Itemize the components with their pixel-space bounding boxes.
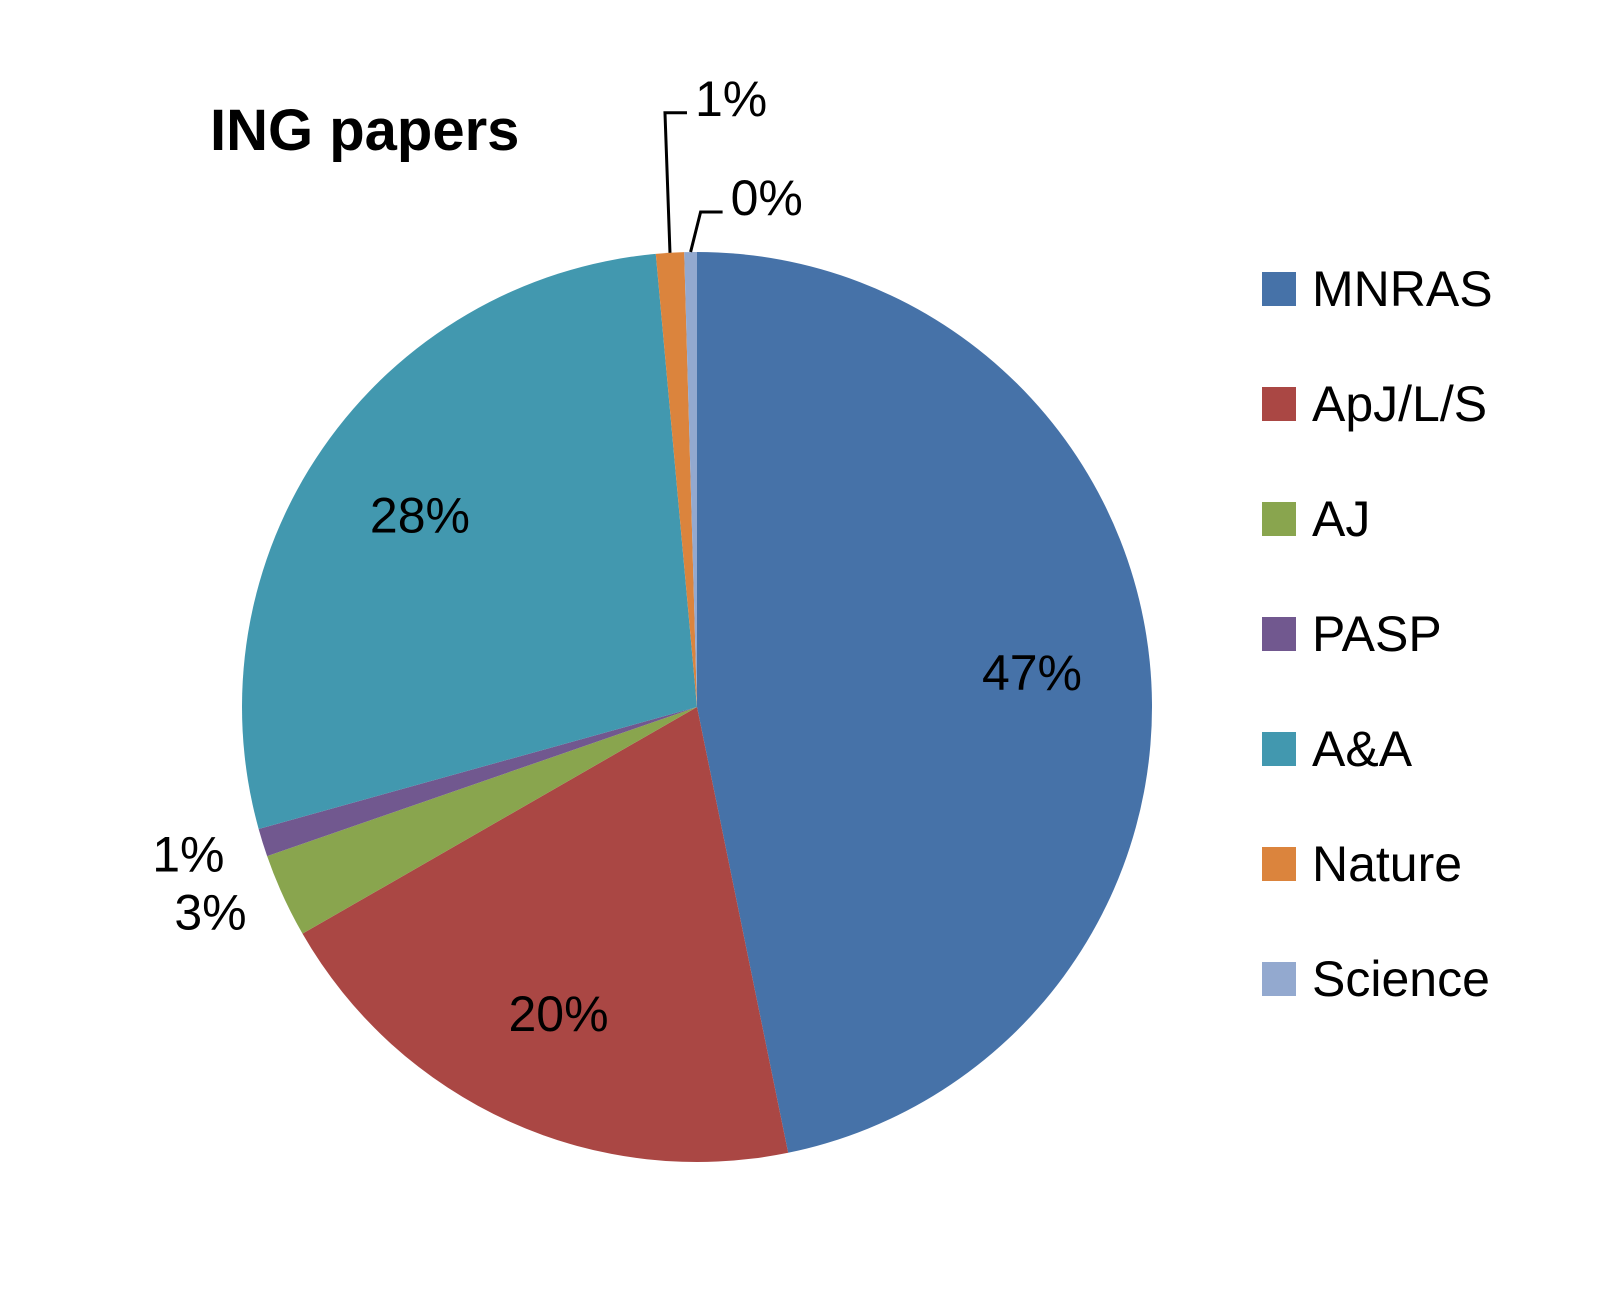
legend-swatch-pasp [1262, 617, 1296, 651]
leader-line-science [689, 210, 723, 253]
slice-aj [267, 707, 697, 934]
slice-apj-l-s [302, 707, 789, 1162]
legend-swatch-science [1262, 962, 1296, 996]
data-label-mnras: 47% [982, 645, 1082, 701]
legend-label-mnras: MNRAS [1312, 261, 1493, 317]
data-label-aj: 3% [174, 884, 246, 940]
slice-science [684, 252, 697, 707]
legend-swatch-aj [1262, 502, 1296, 536]
legend: MNRAS ApJ/L/S AJ PASP A&A Nature Science [1262, 261, 1493, 1007]
legend-label-a-a: A&A [1312, 721, 1413, 777]
pie-slices [242, 252, 1153, 1162]
slice-mnras [697, 252, 1153, 1153]
legend-label-science: Science [1312, 951, 1490, 1007]
pie-data-labels: 47%20%3%1%28%1%0% [152, 71, 1082, 1042]
legend-label-nature: Nature [1312, 836, 1462, 892]
data-label-science: 0% [731, 170, 803, 226]
leader-line-nature [663, 111, 687, 253]
legend-label-apj-l-s: ApJ/L/S [1312, 376, 1487, 432]
legend-swatch-nature [1262, 847, 1296, 881]
legend-label-aj: AJ [1312, 491, 1370, 547]
slice-a-a [242, 253, 697, 829]
data-label-apj-l-s: 20% [509, 986, 609, 1042]
slice-nature [655, 252, 697, 707]
legend-swatch-a-a [1262, 732, 1296, 766]
data-label-nature: 1% [695, 71, 767, 127]
data-label-a-a: 28% [370, 488, 470, 544]
chart-title: ING papers [210, 98, 519, 163]
legend-swatch-apj-l-s [1262, 387, 1296, 421]
data-label-pasp: 1% [152, 827, 224, 883]
slice-pasp [258, 707, 697, 857]
legend-label-pasp: PASP [1312, 606, 1442, 662]
legend-swatch-mnras [1262, 272, 1296, 306]
